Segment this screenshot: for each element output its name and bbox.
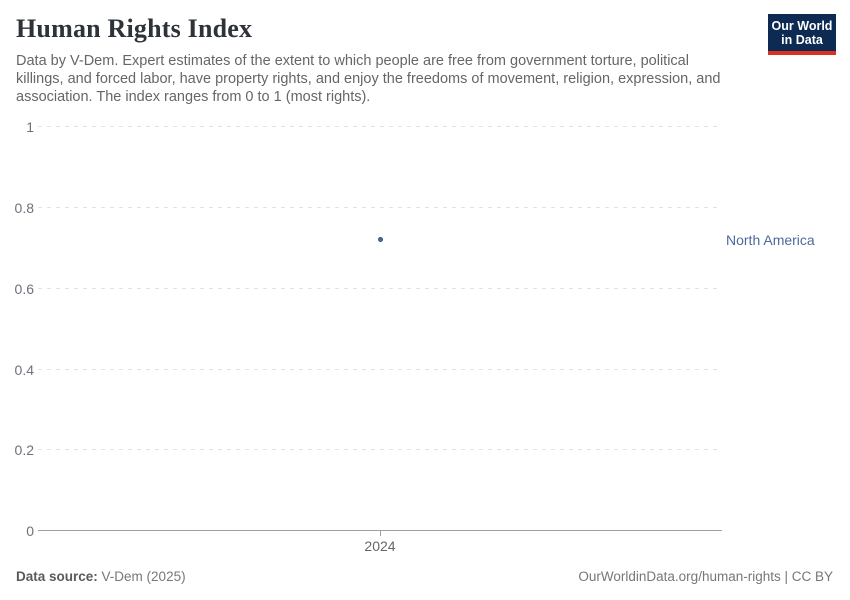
- data-point-north-america[interactable]: [378, 237, 383, 242]
- y-axis-tick-label: 1: [26, 119, 34, 135]
- y-axis-tick-label: 0.6: [14, 281, 34, 297]
- credit-link[interactable]: OurWorldinData.org/human-rights | CC BY: [578, 569, 833, 584]
- gridline: [38, 449, 722, 450]
- owid-logo-line1: Our World: [771, 18, 833, 33]
- gridline: [38, 369, 722, 370]
- gridline-row-0-2: 0.2: [0, 443, 740, 457]
- x-axis-tick-label: 2024: [364, 538, 396, 554]
- data-source-label: Data source:: [16, 569, 98, 584]
- series-label-north-america[interactable]: North America: [726, 232, 815, 248]
- chart-subtitle: Data by V-Dem. Expert estimates of the e…: [16, 53, 721, 105]
- gridline-row-0-4: 0.4: [0, 363, 740, 377]
- owid-logo[interactable]: Our World in Data: [768, 14, 836, 55]
- data-source-value: V-Dem (2025): [101, 569, 186, 584]
- x-axis-line: [38, 530, 722, 531]
- y-axis-tick-label: 0.2: [14, 442, 34, 458]
- gridline: [38, 207, 722, 208]
- y-axis-tick-label: 0: [26, 523, 34, 539]
- x-axis-tick-mark: [380, 531, 381, 536]
- page-title: Human Rights Index: [16, 14, 253, 43]
- gridline: [38, 288, 722, 289]
- gridline-row-0-8: 0.8: [0, 201, 740, 215]
- gridline-row-1: 1: [0, 120, 740, 134]
- y-axis-tick-label: 0.4: [14, 362, 34, 378]
- x-axis-row: 0: [0, 524, 740, 538]
- owid-logo-line2: in Data: [781, 32, 823, 47]
- y-axis-tick-label: 0.8: [14, 200, 34, 216]
- gridline-row-0-6: 0.6: [0, 282, 740, 296]
- data-source-note: Data source: V-Dem (2025): [16, 569, 186, 584]
- gridline: [38, 126, 722, 127]
